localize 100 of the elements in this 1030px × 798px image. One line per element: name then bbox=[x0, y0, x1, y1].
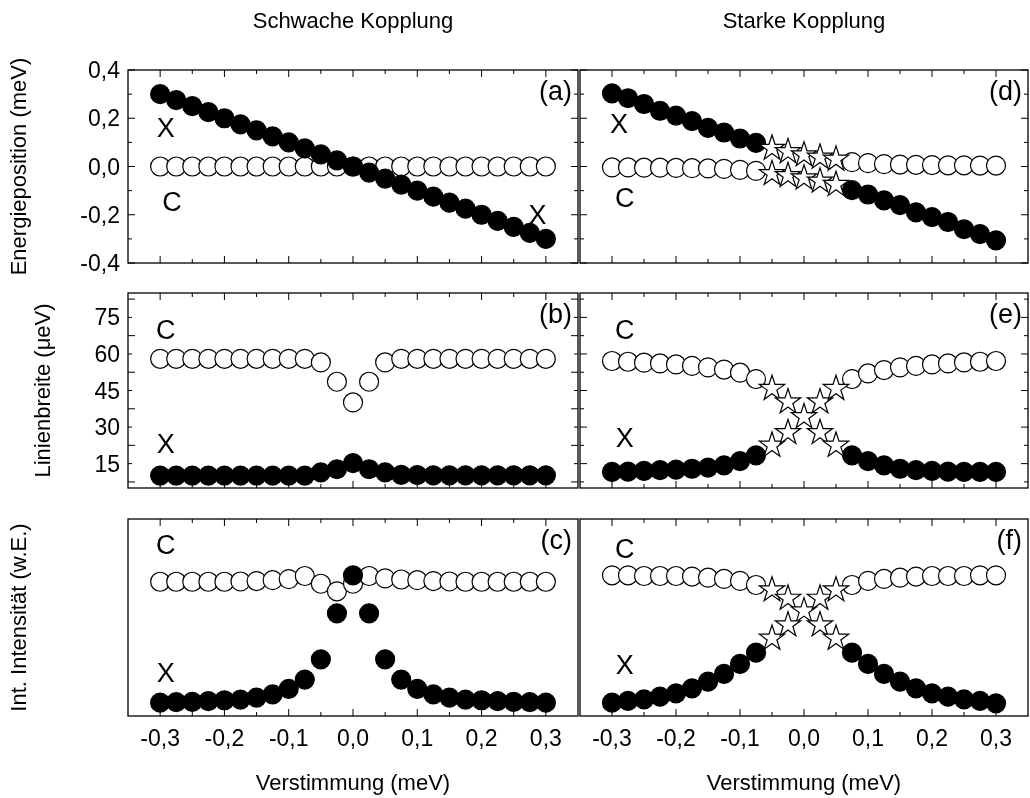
annotation: X bbox=[156, 113, 175, 144]
point bbox=[905, 678, 927, 699]
point bbox=[985, 693, 1007, 714]
point bbox=[758, 374, 786, 400]
point bbox=[198, 690, 219, 712]
x-tick-label: 0,2 bbox=[465, 725, 498, 751]
point bbox=[358, 162, 380, 183]
point bbox=[310, 573, 331, 594]
y-tick-label: 30 bbox=[94, 414, 120, 441]
point bbox=[375, 352, 396, 373]
point bbox=[806, 418, 834, 445]
y-tick-label: 0,0 bbox=[88, 153, 120, 180]
point bbox=[310, 352, 331, 373]
y-axis-title: Linienbreite (μeV) bbox=[30, 303, 55, 478]
point bbox=[806, 611, 834, 637]
annotation: (a) bbox=[539, 76, 572, 106]
point bbox=[905, 202, 927, 223]
point bbox=[985, 350, 1007, 372]
chart-title: Starke Kopplung bbox=[722, 8, 886, 33]
point bbox=[841, 642, 863, 663]
point bbox=[150, 84, 171, 105]
point bbox=[358, 459, 380, 480]
x-tick-label: 0,2 bbox=[916, 725, 948, 751]
point bbox=[745, 445, 767, 466]
point bbox=[822, 431, 850, 457]
annotation: X bbox=[156, 428, 175, 459]
point bbox=[873, 663, 895, 685]
point bbox=[873, 190, 895, 211]
point bbox=[439, 192, 460, 213]
point bbox=[665, 105, 687, 126]
annotation: C bbox=[162, 186, 182, 217]
annotation: C bbox=[615, 182, 635, 213]
point bbox=[969, 223, 991, 245]
point bbox=[535, 465, 556, 486]
text: (c) bbox=[540, 525, 572, 555]
point bbox=[745, 132, 767, 153]
point bbox=[745, 160, 767, 181]
point bbox=[230, 114, 251, 135]
point bbox=[294, 465, 315, 486]
point bbox=[326, 371, 348, 392]
point bbox=[806, 388, 834, 414]
x-tick-label: 0,1 bbox=[401, 725, 434, 751]
x-tick-label: -0,1 bbox=[268, 725, 309, 751]
point bbox=[503, 216, 524, 237]
point bbox=[921, 207, 943, 228]
point bbox=[774, 388, 802, 414]
point bbox=[182, 96, 203, 117]
annotation: C bbox=[156, 314, 176, 345]
point bbox=[790, 140, 818, 167]
point bbox=[774, 161, 802, 188]
point bbox=[310, 649, 331, 670]
point bbox=[745, 368, 767, 390]
point bbox=[326, 459, 348, 480]
y-axis-title: Energieposition (meV) bbox=[6, 57, 31, 276]
point bbox=[278, 568, 299, 590]
point bbox=[535, 692, 556, 713]
x-axis-title: Verstimmung (meV) bbox=[706, 770, 902, 795]
point bbox=[758, 134, 786, 160]
point bbox=[326, 581, 348, 602]
point bbox=[358, 603, 380, 624]
point bbox=[278, 678, 299, 699]
point bbox=[822, 170, 850, 196]
text: C bbox=[156, 530, 176, 561]
annotation: X bbox=[528, 200, 547, 231]
point bbox=[471, 204, 492, 225]
point bbox=[601, 83, 623, 104]
point bbox=[633, 93, 655, 115]
point bbox=[985, 461, 1007, 483]
point bbox=[713, 455, 735, 476]
y-tick-label: 75 bbox=[94, 304, 120, 331]
y-tick-label: 60 bbox=[94, 340, 120, 367]
point bbox=[822, 145, 850, 171]
point bbox=[246, 120, 267, 141]
point bbox=[294, 565, 315, 587]
point bbox=[214, 108, 235, 129]
x-tick-label: -0,3 bbox=[592, 725, 632, 751]
x-tick-label: 0,0 bbox=[337, 725, 369, 751]
point bbox=[535, 571, 556, 592]
point bbox=[729, 451, 751, 472]
y-axis-title: Int. Intensität (w.E.) bbox=[6, 523, 31, 712]
point bbox=[889, 671, 911, 692]
point bbox=[166, 90, 187, 111]
point bbox=[294, 138, 315, 159]
point bbox=[326, 603, 348, 624]
x-tick-label: 0,3 bbox=[980, 725, 1012, 751]
point bbox=[985, 155, 1007, 176]
point bbox=[391, 669, 412, 690]
point bbox=[822, 575, 850, 602]
point bbox=[774, 418, 802, 445]
point bbox=[665, 683, 687, 704]
point bbox=[713, 122, 735, 143]
annotation: X bbox=[615, 422, 634, 453]
point bbox=[246, 687, 267, 708]
point bbox=[342, 453, 364, 474]
point bbox=[729, 570, 751, 592]
point bbox=[758, 624, 786, 650]
point bbox=[407, 180, 428, 201]
point bbox=[758, 159, 786, 186]
point bbox=[310, 144, 331, 165]
point bbox=[822, 624, 850, 650]
